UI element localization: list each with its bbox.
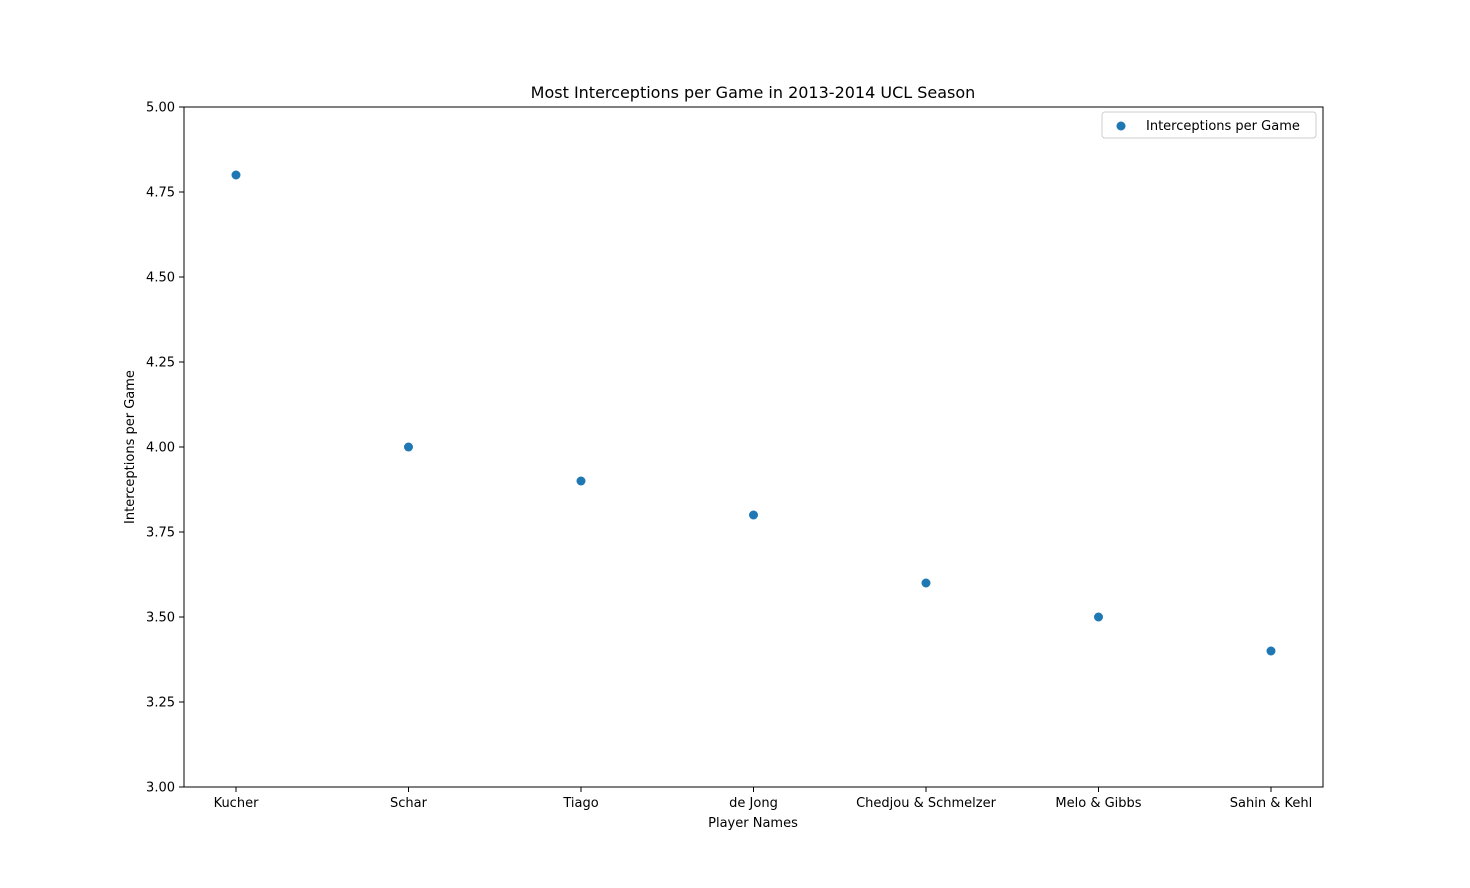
data-point [576,476,586,486]
data-point [921,578,931,588]
data-point [231,170,241,180]
x-tick-label: de Jong [729,796,778,811]
data-point [749,510,758,520]
x-tick-label: Schar [390,796,428,811]
data-points [231,170,1276,656]
y-tick-label: 5.00 [146,101,175,116]
y-axis-label: Interceptions per Game [123,370,138,524]
y-tick-label: 4.00 [146,441,175,456]
legend-marker [1116,121,1126,131]
legend-box [1101,111,1317,139]
x-axis-label: Player Names [708,816,798,831]
x-tick-label: Tiago [562,796,598,811]
y-tick-label: 3.00 [146,781,175,796]
x-axis-ticks: Kucher Schar Tiago de Jong Chedjou & Schmelz… [214,787,1312,811]
x-tick-label: Melo & Gibbs [1055,796,1141,811]
x-tick-label: Kucher [214,796,260,811]
y-tick-label: 3.75 [146,526,175,541]
data-point [1266,646,1276,656]
y-axis-ticks: 3.00 3.25 3.50 3.75 4.00 4.25 4.50 4.75 5.00 [146,101,184,796]
y-tick-label: 3.50 [146,611,175,626]
chart-title: Most Interceptions per Game in 2013-2014… [531,83,976,102]
y-tick-label: 4.50 [146,271,175,286]
data-point [1094,612,1103,622]
x-tick-label: Sahin & Kehl [1230,796,1312,811]
y-tick-label: 3.25 [146,696,175,711]
y-tick-label: 4.25 [146,356,175,371]
legend: Interceptions per Game [1101,111,1317,139]
plot-area-frame [183,106,1324,788]
data-point [404,442,413,452]
x-tick-label: Chedjou & Schmelzer [856,796,997,811]
legend-label: Interceptions per Game [1146,119,1300,134]
y-tick-label: 4.75 [146,186,175,201]
